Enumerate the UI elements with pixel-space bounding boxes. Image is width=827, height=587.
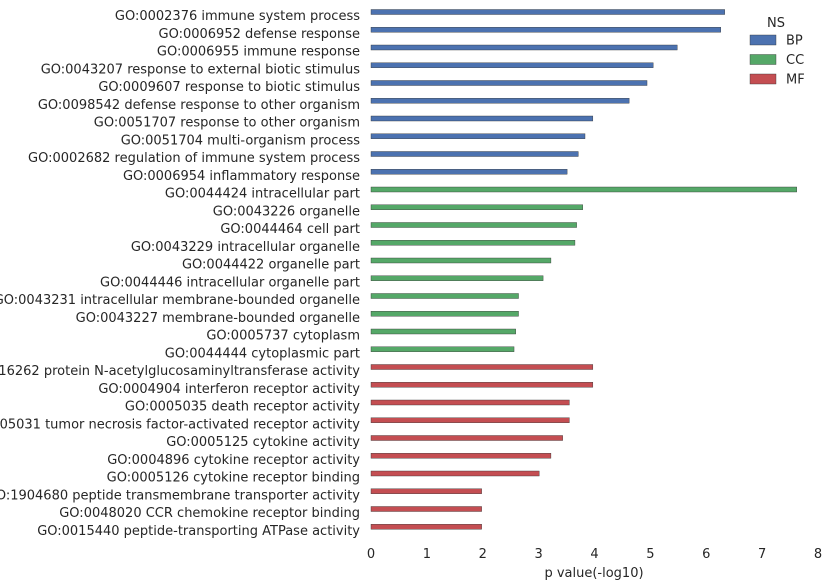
category-label-go-0006954: GO:0006954 inflammatory response	[123, 169, 360, 184]
bar-go-0043231	[370, 293, 519, 299]
x-tick-label-7: 7	[758, 547, 766, 562]
x-tick-label-5: 5	[646, 547, 654, 562]
x-axis-label: p value(-log10)	[544, 566, 643, 581]
category-label-go-0002682: GO:0002682 regulation of immune system p…	[28, 151, 360, 166]
x-tick-label-1: 1	[423, 547, 431, 562]
bar-go-0002376	[370, 9, 725, 15]
category-label-go-0006955: GO:0006955 immune response	[157, 45, 360, 60]
category-label-go-0044464: GO:0044464 cell part	[220, 222, 360, 237]
bar-go-0044422	[370, 257, 552, 264]
legend-swatch-cc	[749, 54, 777, 65]
bar-go-0044446	[370, 275, 544, 281]
bar-go-0098542	[370, 98, 630, 104]
category-label-go-0005737: GO:0005737 cytoplasm	[206, 329, 360, 344]
category-label-go-0004904: GO:0004904 interferon receptor activity	[98, 382, 360, 397]
x-axis-ticks: 0 1 2 3 4 5 6 7 8	[367, 547, 822, 562]
category-label-go-0044446: GO:0044446 intracellular organelle part	[100, 275, 360, 290]
bar-go-0043227	[370, 311, 519, 317]
category-label-go-0005031: GO:0005031 tumor necrosis factor-activat…	[0, 417, 360, 432]
bar-go-0005031	[370, 417, 570, 423]
x-tick-label-2: 2	[479, 547, 487, 562]
category-label-go-0051707: GO:0051707 response to other organism	[94, 116, 360, 131]
category-label-go-0044424: GO:0044424 intracellular part	[165, 187, 360, 202]
bar-go-0043226	[370, 204, 583, 210]
bar-go-0004896	[370, 453, 552, 459]
category-label-go-0043226: GO:0043226 organelle	[213, 204, 360, 219]
bar-go-0005126	[370, 470, 540, 477]
category-label-go-0098542: GO:0098542 defense response to other org…	[38, 98, 360, 113]
bar-go-0016262	[370, 364, 594, 370]
x-tick-label-3: 3	[534, 547, 542, 562]
bar-go-0006954	[370, 169, 568, 175]
bar-go-0015440	[370, 524, 482, 530]
bar-go-1904680	[370, 488, 482, 494]
category-label-go-0043231: GO:0043231 intracellular membrane-bounde…	[0, 293, 360, 308]
bar-go-0004904	[370, 382, 594, 388]
legend: NS BP CC MF	[749, 16, 805, 88]
bar-go-0048020	[370, 506, 482, 512]
legend-swatch-bp	[749, 34, 777, 46]
category-label-go-0006952: GO:0006952 defense response	[159, 27, 361, 42]
category-label-go-0043227: GO:0043227 membrane-bounded organelle	[76, 311, 360, 326]
bar-go-0009607	[370, 80, 648, 86]
category-label-go-0002376: GO:0002376 immune system process	[115, 9, 360, 24]
bar-go-0044424	[370, 186, 797, 193]
bar-go-0043207	[370, 62, 654, 68]
legend-swatch-mf	[749, 73, 777, 85]
bar-go-0006955	[370, 44, 678, 51]
category-label-go-0043229: GO:0043229 intracellular organelle	[131, 240, 360, 255]
category-label-go-1904680: GO:1904680 peptide transmembrane transpo…	[0, 488, 360, 503]
bar-go-0051704	[370, 133, 586, 139]
category-label-go-0044444: GO:0044444 cytoplasmic part	[165, 346, 360, 361]
bar-go-0043229	[370, 240, 576, 246]
bar-go-0002682	[370, 151, 579, 157]
category-label-go-0043207: GO:0043207 response to external biotic s…	[41, 62, 361, 77]
category-label-go-0051704: GO:0051704 multi-organism process	[121, 133, 361, 148]
bar-go-0005737	[370, 328, 516, 335]
x-tick-label-8: 8	[814, 547, 822, 562]
x-tick-label-0: 0	[367, 547, 375, 562]
category-label-go-0009607: GO:0009607 response to biotic stimulus	[98, 80, 360, 95]
category-label-go-0005125: GO:0005125 cytokine activity	[166, 435, 360, 450]
legend-label-bp: BP	[786, 34, 803, 49]
category-label-go-0044422: GO:0044422 organelle part	[182, 258, 360, 273]
x-tick-label-6: 6	[702, 547, 710, 562]
category-label-go-0016262: GO:0016262 protein N-acetylglucosaminylt…	[0, 364, 360, 379]
bars-group	[370, 9, 797, 530]
category-labels: GO:0002376 immune system process GO:00069…	[0, 9, 360, 539]
category-label-go-0005126: GO:0005126 cytokine receptor binding	[107, 471, 360, 486]
bar-go-0006952	[370, 27, 721, 33]
category-label-go-0004896: GO:0004896 cytokine receptor activity	[107, 453, 360, 468]
legend-label-cc: CC	[786, 53, 804, 68]
category-label-go-0015440: GO:0015440 peptide-transporting ATPase a…	[37, 524, 360, 539]
bar-go-0005035	[370, 399, 570, 406]
legend-title: NS	[767, 16, 785, 31]
category-label-go-0048020: GO:0048020 CCR chemokine receptor bindin…	[59, 506, 360, 521]
legend-label-mf: MF	[786, 73, 805, 88]
x-tick-label-4: 4	[590, 547, 598, 562]
bar-go-0051707	[370, 115, 594, 122]
bar-go-0044464	[370, 222, 577, 228]
bar-go-0005125	[370, 435, 563, 441]
category-label-go-0005035: GO:0005035 death receptor activity	[125, 400, 360, 415]
bar-go-0044444	[370, 346, 515, 352]
